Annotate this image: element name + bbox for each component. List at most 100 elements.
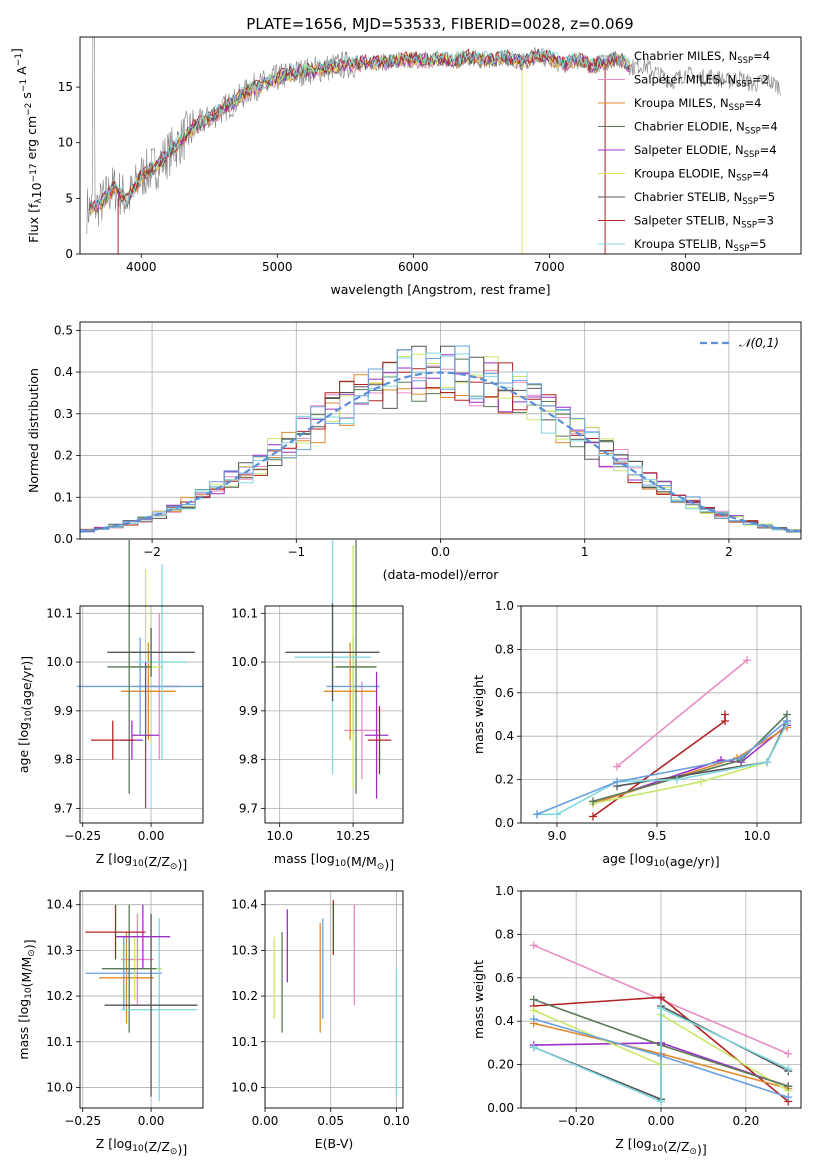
y-tick-label: 10.3 [231, 943, 258, 957]
charts-layer: 4000 5000 6000 7000 8000 0 5 10 15 Chabrier MILES… [9, 36, 802, 1157]
y-tick-label: 0.8 [495, 927, 514, 941]
y-tick-label: 1.0 [495, 884, 514, 898]
series-line [536, 720, 788, 816]
y-tick-label: 0.4 [495, 1014, 514, 1028]
y-tick-label: 0.4 [495, 729, 514, 743]
legend-value: =4 [760, 143, 777, 157]
label-part: mass weight [471, 960, 486, 1039]
legend-sub: SSP [741, 221, 757, 231]
data-point-marker [673, 775, 681, 784]
axes-frame [264, 605, 404, 824]
legend-value: =3 [757, 214, 774, 228]
y-tick-label: 1.0 [495, 599, 514, 613]
x-tick-label: 9.5 [647, 829, 666, 843]
histogram-step [80, 361, 801, 532]
label-part: log [633, 1136, 652, 1151]
y-tick-label: 0.20 [487, 1058, 514, 1072]
label-part: )] [22, 939, 37, 949]
x-tick-label: 0.00 [138, 829, 165, 843]
series-line [537, 722, 788, 816]
y-tick-label: 10.4 [46, 898, 73, 912]
series-line [592, 713, 788, 803]
data-point-marker [784, 1049, 793, 1058]
data-point-marker [529, 1043, 538, 1052]
normal-curve [79, 371, 802, 533]
data-point-marker [529, 1006, 538, 1015]
axes-frame [79, 890, 204, 1109]
model-spectrum-line [89, 48, 631, 212]
label-part: ⊙ [689, 1147, 697, 1157]
y-tick-label: 10.1 [231, 606, 258, 620]
histogram-step [80, 352, 801, 531]
y-tick-label: 10.1 [46, 1035, 73, 1049]
legend-label: 𝒩(0,1) [739, 336, 779, 350]
x-axis-label: (data-model)/error [383, 567, 500, 582]
y-tick-label: 10.0 [46, 655, 73, 669]
y-tick-label: 5 [65, 191, 73, 205]
y-tick-label: 10.0 [46, 1080, 73, 1094]
legend-label: Salpeter MILES, NSSP=2 [634, 73, 769, 90]
y-tick-label: 0.0 [495, 816, 514, 830]
legend-text: Kroupa STELIB, N [634, 237, 734, 251]
label-part: mass [ [16, 1018, 31, 1060]
label-part: (Z/Z [663, 1139, 689, 1154]
data-point-marker [533, 810, 541, 819]
label-part: mass [ [274, 851, 316, 866]
label-sub: 10 [24, 710, 34, 722]
label-part: (age/yr)] [665, 854, 720, 869]
label-part: −17 [29, 163, 39, 182]
plot-area [79, 345, 802, 533]
data-point-marker [697, 777, 705, 786]
data-point-marker [763, 758, 771, 767]
data-point-marker [721, 710, 729, 719]
data-point-marker [589, 797, 597, 806]
y-tick-label: 9.8 [54, 753, 73, 767]
y-tick-label: 0.6 [495, 686, 514, 700]
label-part: Z [ [96, 1136, 113, 1151]
legend-value: =4 [744, 96, 761, 110]
y-tick-label: 0.00 [487, 1101, 514, 1115]
x-tick-label: 0.10 [383, 1114, 410, 1128]
legend-value: =5 [749, 237, 766, 251]
x-tick-label: 0.00 [252, 1114, 279, 1128]
x-axis-label: mass [log10(M/M⊙)] [274, 851, 394, 872]
legend-value: =5 [758, 190, 775, 204]
label-sub: 10 [654, 859, 666, 869]
x-axis-label: E(B-V) [315, 1136, 354, 1151]
legend-sub: SSP [737, 56, 753, 66]
y-tick-label: 0.2 [54, 449, 73, 463]
legend-label: Chabrier STELIB, NSSP=5 [634, 190, 775, 207]
x-tick-label: 1 [581, 545, 589, 559]
y-tick-label: 10.0 [231, 1080, 258, 1094]
legend-text: Chabrier ELODIE, N [634, 120, 745, 134]
label-part: Normed distribution [26, 368, 41, 493]
x-tick-label: 6000 [398, 260, 429, 274]
label-sub: 10 [335, 859, 347, 869]
x-tick-label: −0.20 [558, 1114, 595, 1128]
y-tick-label: 10.4 [231, 898, 258, 912]
label-part: (Z/Z [144, 1139, 170, 1154]
x-tick-label: −2 [143, 545, 161, 559]
legend-label: Salpeter STELIB, NSSP=3 [634, 214, 774, 231]
label-sub: 10 [132, 859, 144, 869]
y-tick-label: 9.7 [239, 801, 258, 815]
x-tick-label: 0.05 [317, 1114, 344, 1128]
legend-value: =4 [761, 120, 778, 134]
y-tick-label: 10.2 [231, 989, 258, 1003]
axes-frame [79, 36, 802, 255]
plot-area [273, 900, 398, 1097]
data-point-marker [784, 1064, 793, 1073]
plot-area [77, 540, 203, 809]
legend-value: =4 [753, 49, 770, 63]
axes-frame [520, 605, 802, 824]
x-tick-label: 10.25 [336, 829, 370, 843]
legend-sub: SSP [734, 244, 750, 254]
x-axis-label: Z [log10(Z/Z⊙)] [615, 1136, 706, 1157]
y-tick-label: 10.2 [46, 989, 73, 1003]
data-point-marker [613, 762, 621, 771]
plot-area [86, 36, 781, 254]
x-tick-label: 4000 [126, 260, 157, 274]
chart-spectrum: 4000 5000 6000 7000 8000 0 5 10 15 Chabrier MILES… [9, 36, 802, 297]
